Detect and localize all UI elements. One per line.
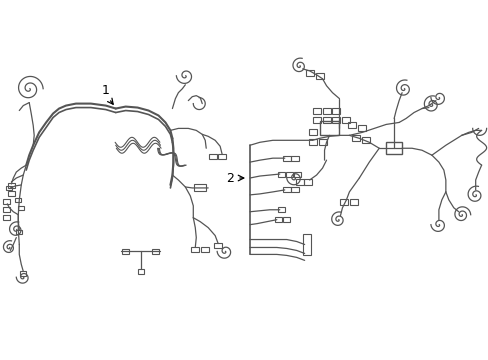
Bar — [285, 172, 293, 176]
Bar — [282, 156, 290, 161]
Bar — [16, 230, 22, 234]
Bar — [332, 117, 340, 123]
Bar — [278, 207, 285, 212]
Bar — [350, 199, 358, 205]
Bar — [312, 108, 320, 113]
Bar — [290, 156, 298, 161]
Bar — [194, 184, 206, 192]
Bar — [218, 154, 225, 159]
Bar — [358, 125, 366, 131]
Bar — [8, 192, 15, 196]
Text: 2: 2 — [225, 171, 234, 185]
Bar — [209, 154, 217, 159]
Bar — [386, 142, 401, 154]
Bar — [312, 117, 320, 123]
Bar — [3, 207, 10, 212]
Bar — [295, 179, 303, 185]
Bar — [315, 73, 323, 79]
Bar — [152, 249, 159, 254]
Bar — [20, 271, 26, 276]
Bar — [18, 206, 24, 210]
Bar — [302, 234, 310, 255]
Bar — [15, 198, 21, 202]
Text: 1: 1 — [102, 84, 109, 97]
Bar — [294, 172, 301, 176]
Bar — [308, 139, 316, 145]
Bar — [6, 186, 12, 190]
Bar — [303, 179, 311, 185]
Bar — [275, 217, 282, 222]
Bar — [340, 199, 347, 205]
Bar — [122, 249, 129, 254]
Bar — [282, 188, 290, 192]
Bar — [322, 117, 330, 123]
Bar — [362, 137, 369, 143]
Bar — [332, 108, 340, 113]
Bar — [214, 243, 222, 248]
Bar — [3, 199, 10, 204]
Bar — [305, 70, 313, 76]
Bar — [318, 139, 326, 145]
Bar — [352, 135, 360, 141]
Bar — [290, 188, 298, 192]
Bar — [342, 117, 350, 123]
Bar — [201, 247, 209, 252]
Bar — [322, 108, 330, 113]
Bar — [283, 217, 290, 222]
Bar — [3, 215, 10, 220]
Bar — [278, 172, 285, 176]
Bar — [308, 129, 316, 135]
Bar — [191, 247, 199, 252]
Bar — [137, 269, 143, 274]
Bar — [347, 122, 356, 129]
Bar — [8, 184, 15, 188]
Bar — [319, 121, 339, 135]
